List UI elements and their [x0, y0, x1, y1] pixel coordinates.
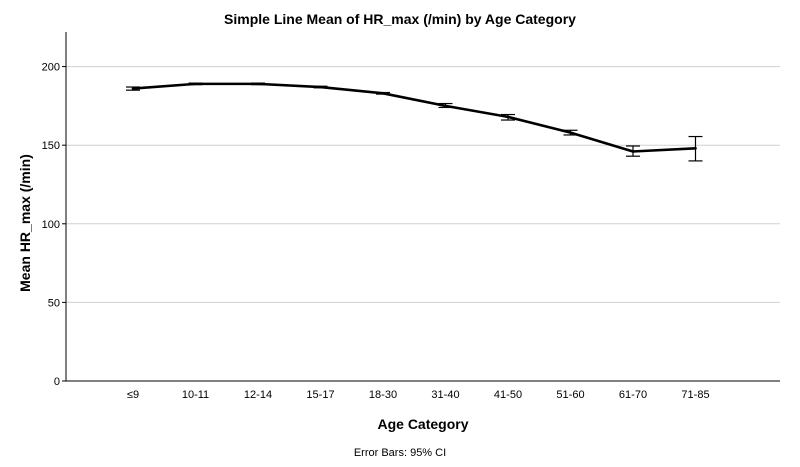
data-point: [381, 92, 385, 95]
x-tick-label: 18-30: [369, 389, 397, 401]
footnote: Error Bars: 95% CI: [353, 447, 447, 459]
y-ticks: 0 50 100 150 200: [42, 62, 66, 388]
y-tick-label: 100: [42, 219, 60, 231]
y-tick-label: 0: [54, 376, 60, 388]
y-axis-label: Mean HR_max (/min): [17, 154, 33, 292]
x-tick-label: 31-40: [431, 389, 459, 401]
x-tick-label: 71-85: [681, 389, 709, 401]
data-point: [131, 87, 135, 90]
data-point: [444, 104, 447, 108]
data-point: [694, 147, 697, 150]
axes: [65, 32, 780, 382]
data-point: [319, 85, 322, 89]
x-tick-label: 51-60: [556, 389, 584, 401]
y-tick-label: 200: [42, 62, 60, 74]
mean-line: [131, 82, 697, 153]
data-point: [506, 115, 510, 119]
chart-title: Simple Line Mean of HR_max (/min) by Age…: [224, 11, 576, 27]
x-axis-label: Age Category: [377, 416, 469, 432]
error-bars: [126, 82, 703, 162]
x-tick-label: 41-50: [494, 389, 522, 401]
data-point: [631, 150, 635, 153]
x-tick-label: 12-14: [244, 389, 272, 401]
data-point: [194, 82, 197, 86]
y-tick-label: 150: [42, 140, 60, 152]
y-tick-label: 50: [48, 297, 60, 309]
x-tick-label: 10-11: [182, 389, 209, 401]
data-point: [256, 82, 260, 86]
x-tick-label: ≤9: [127, 389, 139, 401]
series-line: [131, 82, 697, 153]
gridlines: [66, 66, 780, 303]
x-tick-label: 61-70: [619, 389, 647, 401]
data-point: [569, 131, 572, 134]
x-tick-label: 15-17: [306, 389, 334, 401]
x-ticks: ≤9 10-11 12-14 15-17 18-30 31-40 41-50 51-60 61-…: [127, 389, 710, 401]
